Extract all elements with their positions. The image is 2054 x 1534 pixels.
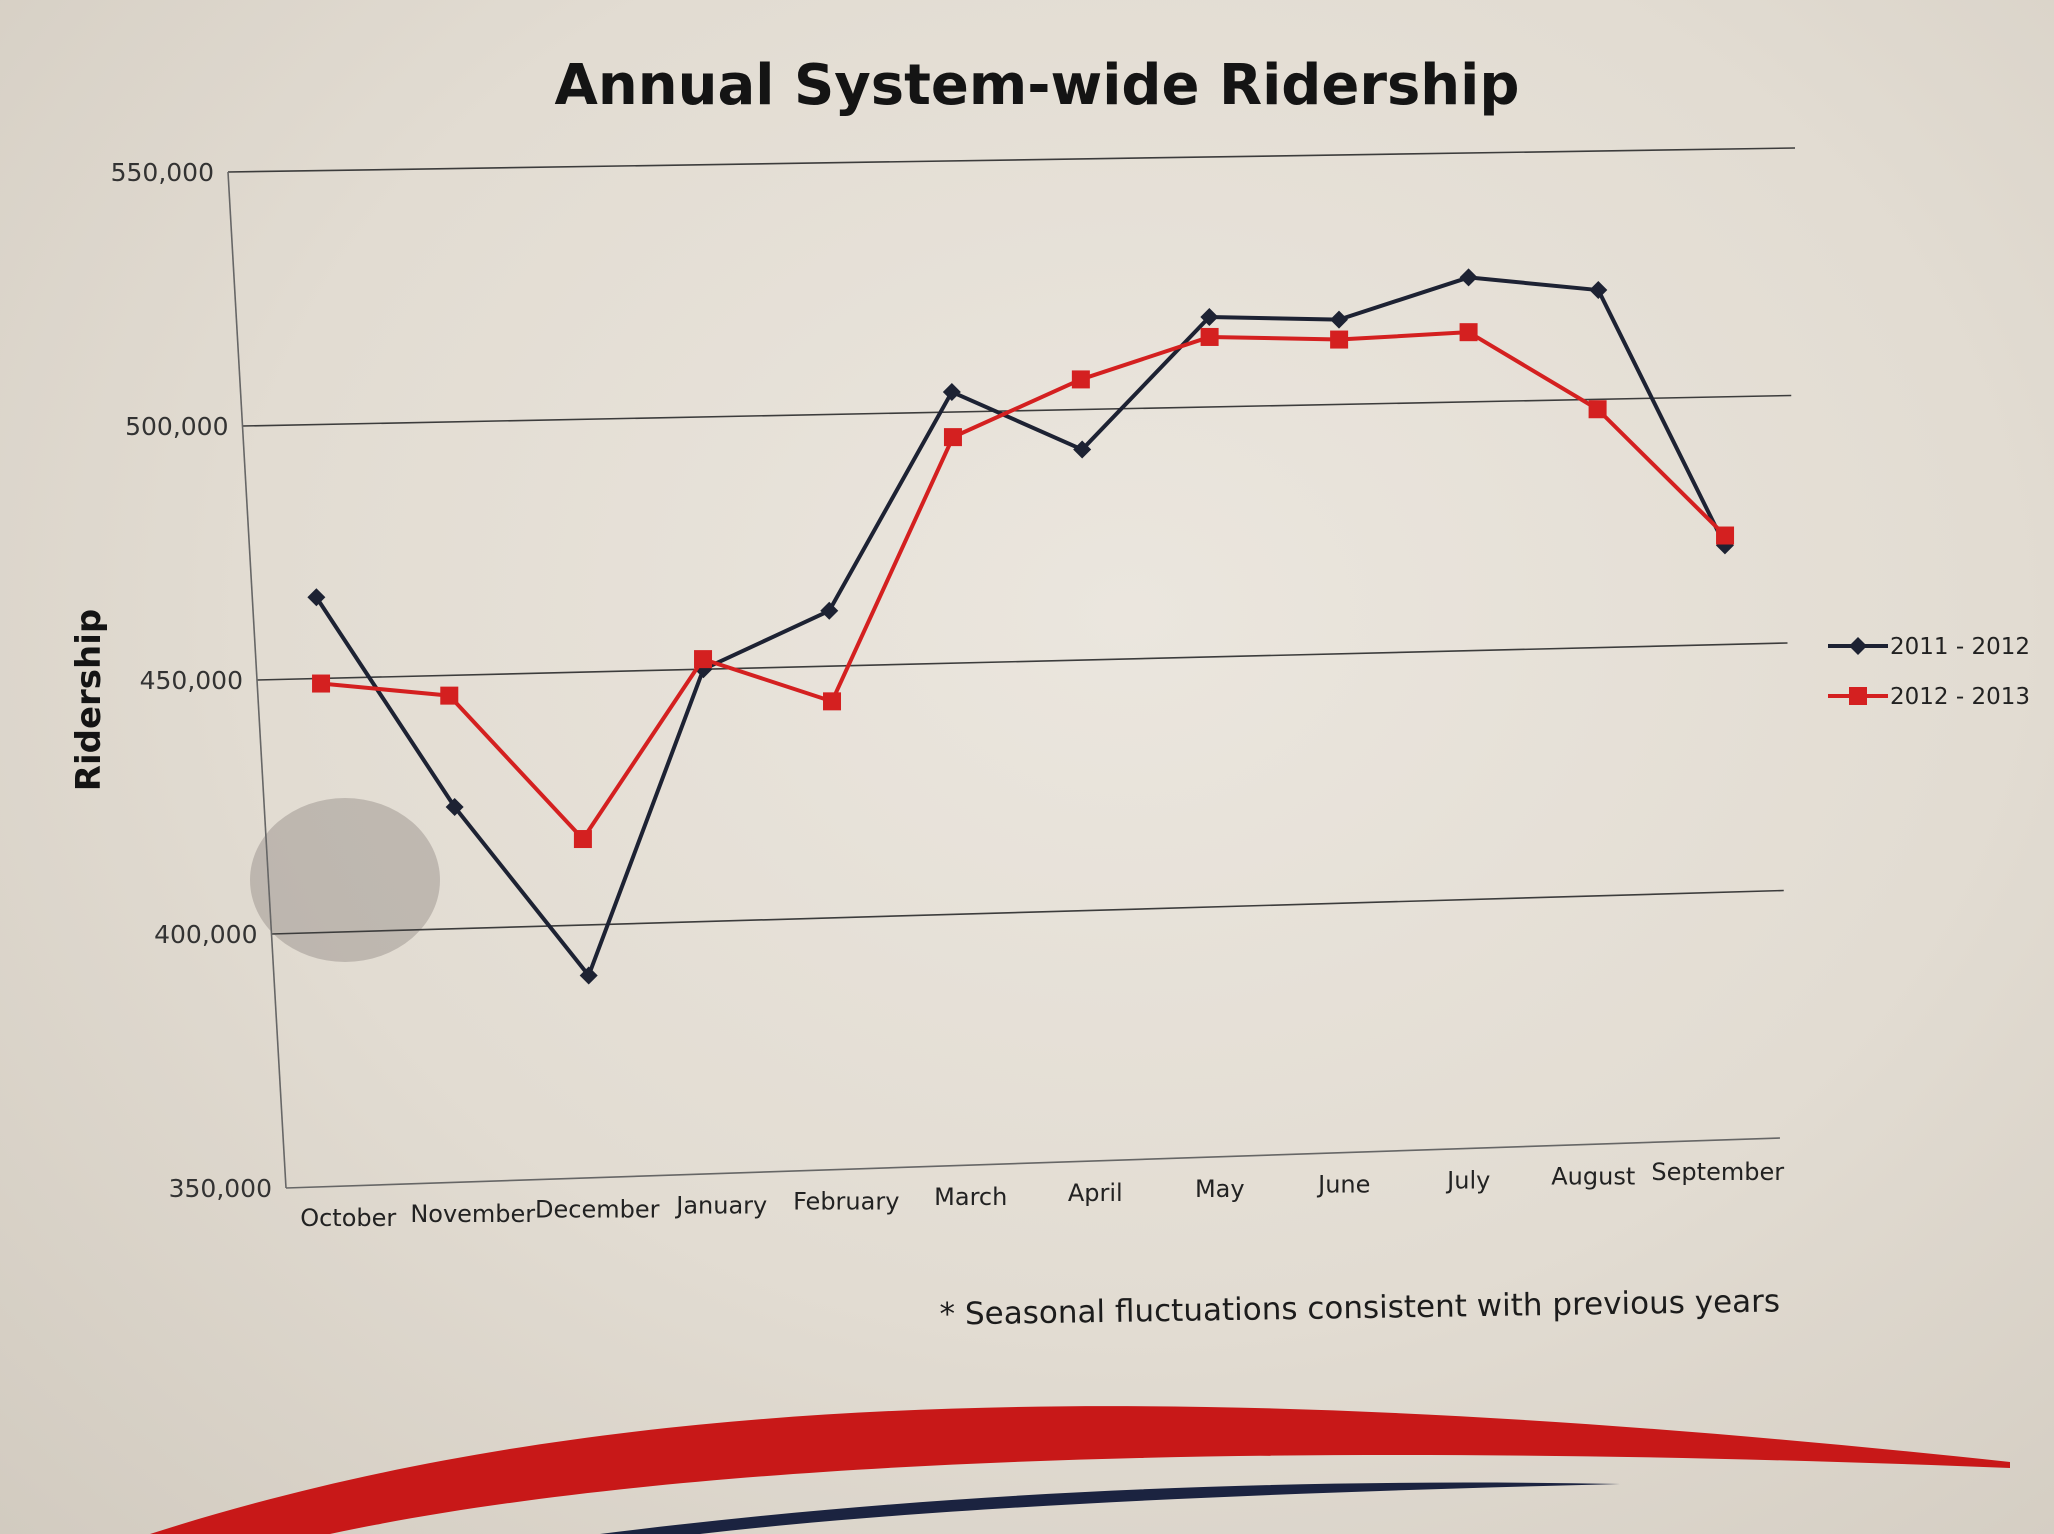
data-point — [440, 686, 459, 705]
y-tick-label: 500,000 — [125, 412, 228, 441]
gridlines — [227, 147, 1796, 935]
data-point — [694, 650, 713, 669]
series-2 — [312, 323, 1735, 849]
data-point — [1330, 330, 1349, 349]
series-line — [320, 330, 1727, 842]
series-line — [314, 275, 1727, 978]
legend-marker — [1849, 687, 1867, 705]
x-tick-label: July — [1445, 1166, 1490, 1194]
x-tick-label: March — [934, 1183, 1007, 1211]
data-point — [1329, 310, 1348, 329]
y-tick-label: 400,000 — [154, 920, 257, 949]
chart-title: Annual System-wide Ridership — [555, 53, 1520, 118]
red-swoosh-decoration — [150, 1406, 2010, 1534]
x-tick-label: May — [1195, 1175, 1245, 1203]
data-point — [1071, 370, 1090, 389]
x-tick-label: December — [535, 1196, 660, 1224]
x-tick-label: September — [1651, 1158, 1784, 1186]
y-axis-line — [227, 171, 287, 1189]
x-tick-label: October — [300, 1204, 396, 1232]
y-tick-label: 450,000 — [140, 666, 243, 695]
footnote-annotation: * Seasonal fluctuations consistent with … — [939, 1283, 1780, 1332]
x-tick-label: January — [674, 1191, 767, 1219]
y-tick-label: 550,000 — [111, 158, 214, 187]
data-point — [445, 798, 464, 817]
data-point — [312, 674, 331, 693]
series-1 — [307, 268, 1734, 985]
y-axis-label: Ridership — [69, 609, 109, 791]
y-tick-label: 350,000 — [169, 1174, 272, 1203]
data-point — [1073, 440, 1092, 459]
x-tick-label: February — [793, 1187, 899, 1215]
navy-swoosh-decoration — [600, 1482, 1620, 1534]
axes — [227, 171, 1781, 1189]
legend-label: 2011 - 2012 — [1890, 634, 2030, 660]
legend-item: 2012 - 2013 — [1828, 684, 2030, 710]
data-point — [1459, 268, 1478, 287]
gridline — [242, 394, 1792, 427]
data-point — [579, 966, 598, 985]
paper-shadow — [250, 798, 440, 962]
legend: 2011 - 2012 2012 - 2013 — [1828, 634, 2030, 710]
data-point — [820, 601, 839, 620]
data-point — [1588, 400, 1607, 419]
gridline — [256, 642, 1788, 681]
gridline — [227, 147, 1796, 173]
data-point — [943, 428, 962, 447]
x-axis-line — [285, 1137, 1781, 1189]
x-tick-label: August — [1551, 1162, 1635, 1190]
data-point — [942, 382, 961, 401]
data-point — [307, 588, 326, 607]
data-point — [823, 692, 842, 711]
data-point — [573, 830, 592, 849]
data-point — [1200, 307, 1219, 326]
legend-marker — [1849, 637, 1867, 655]
data-point — [1200, 327, 1219, 346]
x-tick-labels: October November December January February Ma… — [300, 1158, 1784, 1232]
x-tick-label: November — [410, 1200, 535, 1228]
legend-label: 2012 - 2013 — [1890, 684, 2030, 710]
data-point — [1589, 281, 1608, 300]
data-point — [1459, 323, 1478, 342]
x-tick-label: April — [1068, 1179, 1123, 1207]
y-tick-labels: 350,000 400,000 450,000 500,000 550,000 — [111, 158, 272, 1203]
gridline — [271, 889, 1784, 935]
series-lines — [307, 268, 1735, 985]
x-tick-label: June — [1316, 1171, 1370, 1199]
data-point — [1716, 526, 1735, 545]
legend-item: 2011 - 2012 — [1828, 634, 2030, 660]
